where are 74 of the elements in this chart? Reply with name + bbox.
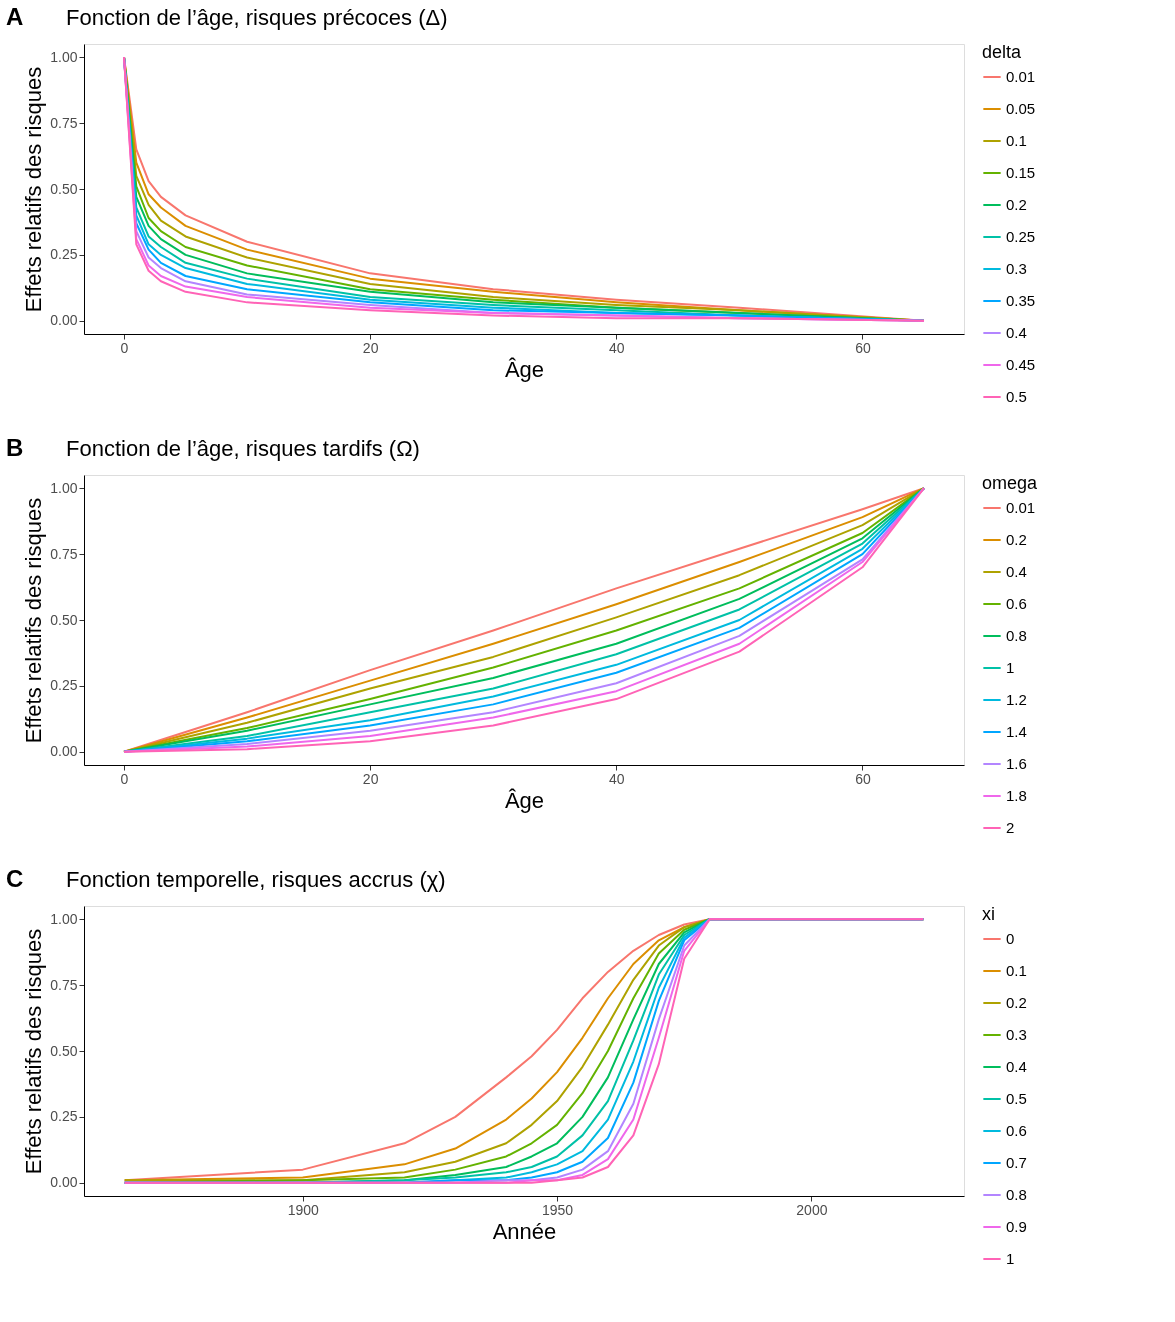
legend-label: 0.3 [1006,1026,1027,1043]
y-tick-label: 1.00 [50,479,78,496]
y-tick-label: 0.00 [50,1174,78,1191]
text: 0.01 [1006,499,1036,516]
x-tick-label: 1900 [287,1201,320,1218]
legend-title: xi [982,904,995,924]
legend-label: 0.1 [1006,132,1027,149]
chart-title: Fonction de l’âge, risques tardifs (Ω) [66,436,420,461]
y-tick-label: 0.00 [50,312,78,329]
legend-label: 0.4 [1006,324,1027,341]
legend-label: 0.25 [1006,228,1036,245]
legend-label: 0.2 [1006,531,1027,548]
y-tick-label: 1.00 [50,48,78,65]
text: 0 [1006,930,1015,947]
legend-label: 1 [1006,659,1015,676]
legend-label: 0.35 [1006,292,1036,309]
legend-label: 0.3 [1006,260,1027,277]
legend-label: 0.4 [1006,563,1027,580]
x-tick-label: 20 [362,339,379,356]
legend-label: 0.2 [1006,196,1027,213]
x-tick-label: 1950 [541,1201,574,1218]
legend-label: 0.01 [1006,68,1036,85]
y-axis-title: Effets relatifs des risques [21,928,47,1175]
y-axis-title: Effets relatifs des risques [21,66,47,313]
x-axis-title: Année [492,1218,557,1244]
legend-label: 1.4 [1006,723,1027,740]
y-tick-label: 0.25 [50,246,78,263]
legend-label: 1.2 [1006,691,1027,708]
chart-title: Fonction de l’âge, risques précoces (Δ) [66,5,448,30]
y-tick-label: 0.50 [50,180,78,197]
x-tick-label: 2000 [796,1201,828,1218]
x-tick-label: 0 [120,770,129,787]
legend-label: 0.2 [1006,994,1027,1011]
legend-label: 0.15 [1006,164,1036,181]
y-tick-label: 0.75 [50,976,78,993]
legend-title: omega [982,473,1039,493]
legend-title: delta [982,42,1023,62]
text: A [6,3,24,30]
x-tick-label: 60 [855,339,871,356]
y-tick-label: 0.25 [50,1108,78,1125]
legend-label: 0.5 [1006,1090,1027,1107]
y-axis-title: Effets relatifs des risques [21,497,47,744]
legend-label: 0.8 [1006,627,1027,644]
y-tick-label: 0.50 [50,611,78,628]
text: B [6,434,24,461]
text: C [6,865,24,892]
y-tick-label: 0.75 [50,545,78,562]
y-tick-label: 1.00 [50,910,78,927]
legend-label: 0.45 [1006,356,1036,373]
y-tick-label: 0.50 [50,1042,78,1059]
y-tick-label: 0.25 [50,677,78,694]
legend-label: 0.6 [1006,1122,1027,1139]
y-tick-label: 0.75 [50,114,78,131]
legend-label: 0.1 [1006,962,1027,979]
x-axis-title: Âge [504,787,545,813]
x-tick-label: 0 [120,339,129,356]
chart-title: Fonction temporelle, risques accrus (χ) [66,867,446,892]
legend-label: 0.05 [1006,100,1036,117]
x-axis-title: Âge [504,356,545,382]
legend-label: 0.8 [1006,1186,1027,1203]
x-tick-label: 40 [609,339,625,356]
legend-label: 1 [1006,1250,1015,1267]
legend-label: 0.4 [1006,1058,1027,1075]
legend-label: 0.9 [1006,1218,1027,1235]
legend-label: 2 [1006,819,1015,836]
legend-label: 0.7 [1006,1154,1027,1171]
x-tick-label: 40 [609,770,625,787]
legend-label: 1.8 [1006,787,1027,804]
legend-label: 0.6 [1006,595,1027,612]
legend-label: 0.5 [1006,388,1027,405]
legend-label: 1.6 [1006,755,1027,772]
x-tick-label: 20 [362,770,379,787]
y-tick-label: 0.00 [50,743,78,760]
x-tick-label: 60 [855,770,871,787]
